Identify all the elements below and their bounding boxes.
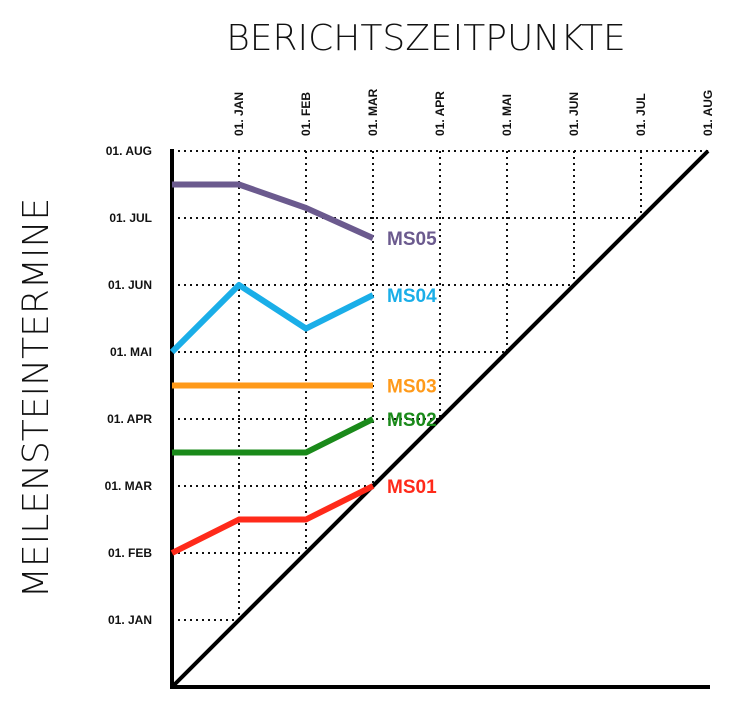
chart-title: BERICHTSZEITPUNKTE	[226, 18, 626, 59]
x-tick-label: 01. APR	[433, 91, 447, 136]
series-lines	[169, 181, 375, 556]
series-label-ms01: MS01	[387, 477, 437, 498]
series-line-ms02	[172, 416, 375, 456]
x-tick-label: 01. AUG	[701, 90, 715, 136]
x-tick-label: 01. JAN	[232, 92, 246, 136]
series-label-ms05: MS05	[387, 229, 437, 250]
y-tick-label: 01. AUG	[106, 144, 152, 158]
axes	[170, 149, 710, 689]
series-label-ms04: MS04	[387, 286, 437, 307]
x-tick-labels: 01. JAN 01. FEB 01. MAR 01. APR 01. MAI 01. J…	[232, 88, 715, 136]
series-line-ms01	[170, 483, 375, 556]
y-tick-label: 01. JAN	[108, 613, 152, 627]
y-tick-labels: 01. JAN 01. FEB 01. MAR 01. APR 01. MAI 01. J…	[105, 144, 153, 627]
y-tick-label: 01. MAI	[110, 345, 152, 359]
x-tick-label: 01. MAI	[500, 94, 514, 136]
x-tick-label: 01. JUL	[634, 93, 648, 136]
y-tick-label: 01. FEB	[108, 546, 152, 560]
y-tick-label: 01. JUN	[108, 278, 152, 292]
y-tick-label: 01. APR	[107, 412, 152, 426]
diagonal-line	[170, 149, 710, 689]
series-label-ms03: MS03	[387, 377, 437, 398]
x-tick-label: 01. MAR	[366, 88, 380, 136]
y-tick-label: 01. MAR	[105, 479, 153, 493]
series-line-ms04	[169, 282, 375, 355]
x-tick-label: 01. JUN	[567, 92, 581, 136]
y-tick-label: 01. JUL	[109, 211, 152, 225]
x-tick-label: 01. FEB	[299, 92, 313, 136]
series-label-ms02: MS02	[387, 410, 437, 431]
series-line-ms05	[172, 181, 375, 241]
y-axis-label: MEILENSTEINTERMINE	[16, 198, 57, 598]
series-labels: MS01 MS02 MS03 MS04 MS05	[387, 229, 437, 498]
